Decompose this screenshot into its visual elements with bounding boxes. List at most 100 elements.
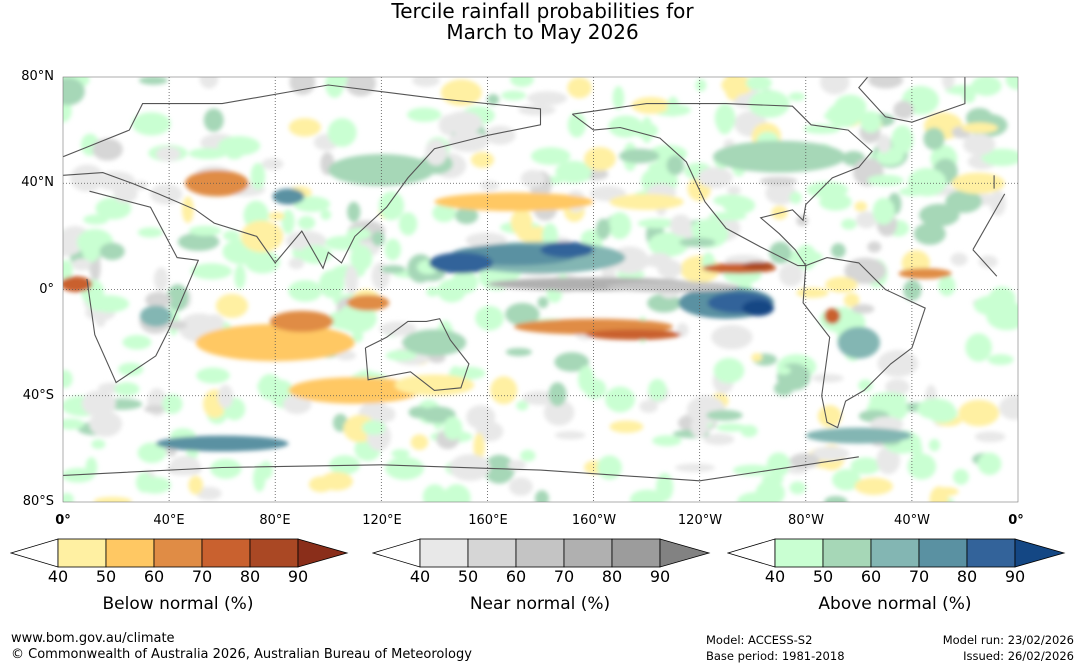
colorbar-segment <box>966 538 1016 568</box>
probability-patch <box>327 118 357 147</box>
colorbar-title: Above normal (%) <box>818 594 972 614</box>
probability-patch <box>527 91 568 106</box>
probability-patch <box>114 382 140 397</box>
probability-patch <box>473 433 485 461</box>
probability-patch <box>751 353 763 362</box>
probability-patch <box>695 78 707 92</box>
probability-patch <box>288 377 422 404</box>
probability-patch <box>63 276 93 293</box>
probability-patch <box>755 480 785 502</box>
probability-patch <box>716 423 747 432</box>
probability-patch <box>425 139 448 166</box>
probability-patch <box>833 94 867 120</box>
probability-patch <box>938 275 956 297</box>
footer-issued: Issued: 26/02/2026 <box>963 649 1074 663</box>
probability-patch <box>711 324 753 350</box>
footer-copyright: © Commonwealth of Australia 2026, Austra… <box>11 647 472 662</box>
probability-patch <box>923 127 945 151</box>
lat-label-80n: 80°N <box>21 69 54 84</box>
lat-label-40n: 40°N <box>21 175 54 190</box>
probability-patch <box>93 496 132 502</box>
probability-patch <box>872 197 895 225</box>
lon-label-0-west-edge: 0° <box>55 513 71 528</box>
probability-patch <box>70 164 104 192</box>
probability-patch <box>963 133 996 156</box>
colorbar-tick-label: 80 <box>601 567 623 586</box>
colorbar-segment <box>515 538 565 568</box>
probability-patch <box>674 463 716 472</box>
probability-patch <box>740 424 758 438</box>
lon-label-0-east-edge: 0° <box>1008 513 1024 528</box>
lon-label-160w: 160°W <box>571 513 617 528</box>
probability-patch <box>869 392 908 406</box>
probability-patch <box>144 405 167 414</box>
probability-patch <box>796 287 829 299</box>
probability-patch <box>876 134 891 154</box>
probability-patch <box>824 495 848 502</box>
probability-patch <box>155 435 289 452</box>
probability-patch <box>648 378 667 401</box>
lon-label-80e: 80°E <box>259 513 291 528</box>
probability-patch <box>402 329 467 356</box>
probability-patch <box>320 471 353 491</box>
colorbar-upper-extend <box>1014 538 1066 568</box>
colorbar-segment <box>467 538 517 568</box>
probability-patch <box>777 366 791 375</box>
probability-patch <box>898 268 952 279</box>
probability-patch <box>429 252 493 274</box>
probability-patch <box>234 264 246 289</box>
probability-patch <box>679 237 716 248</box>
probability-patch <box>195 324 355 362</box>
probability-patch <box>769 241 792 264</box>
colorbar-segment <box>105 538 155 568</box>
probability-patch <box>843 293 860 308</box>
probability-patch <box>520 169 545 188</box>
probability-patch <box>434 192 594 212</box>
probability-patch <box>385 456 425 480</box>
probability-patch <box>950 252 968 266</box>
probability-patch <box>891 125 914 154</box>
probability-patch <box>410 434 429 451</box>
probability-patch <box>989 190 1006 216</box>
probability-patch <box>909 93 939 107</box>
probability-patch <box>346 227 371 241</box>
probability-patch <box>217 136 261 156</box>
probability-patch <box>155 146 181 162</box>
coastline <box>802 257 926 429</box>
probability-patch <box>958 399 1000 427</box>
probability-patch <box>380 265 406 274</box>
probability-patch <box>742 261 774 270</box>
probability-patch <box>480 180 500 191</box>
probability-patch <box>153 267 169 291</box>
probability-patch <box>609 420 644 433</box>
probability-patch <box>823 111 842 121</box>
graticule <box>63 77 1018 502</box>
probability-patch <box>196 367 230 384</box>
probability-patch <box>440 79 482 106</box>
colorbar-tick-label: 70 <box>908 567 930 586</box>
probability-patch <box>961 122 998 134</box>
probability-patch <box>137 442 167 464</box>
coastline <box>63 464 541 476</box>
lon-label-120e: 120°E <box>362 513 402 528</box>
probability-patch <box>99 242 125 261</box>
probability-patch <box>181 196 194 224</box>
map-frame <box>62 76 1019 503</box>
probability-patch <box>748 90 790 118</box>
probability-patch <box>732 464 773 476</box>
lat-label-40s: 40°S <box>22 388 54 403</box>
probability-patch <box>391 449 410 459</box>
probability-patch <box>96 171 136 191</box>
probability-patch <box>394 374 475 396</box>
probability-patch <box>83 214 109 225</box>
probability-patch <box>63 369 73 389</box>
probability-patch <box>371 231 385 247</box>
probability-patch <box>841 218 857 230</box>
probability-patch <box>832 469 861 491</box>
probability-patch <box>548 382 567 407</box>
probability-patch <box>63 77 85 106</box>
probability-patch <box>819 77 850 95</box>
probability-patch <box>516 400 529 411</box>
probability-patch <box>858 379 873 392</box>
